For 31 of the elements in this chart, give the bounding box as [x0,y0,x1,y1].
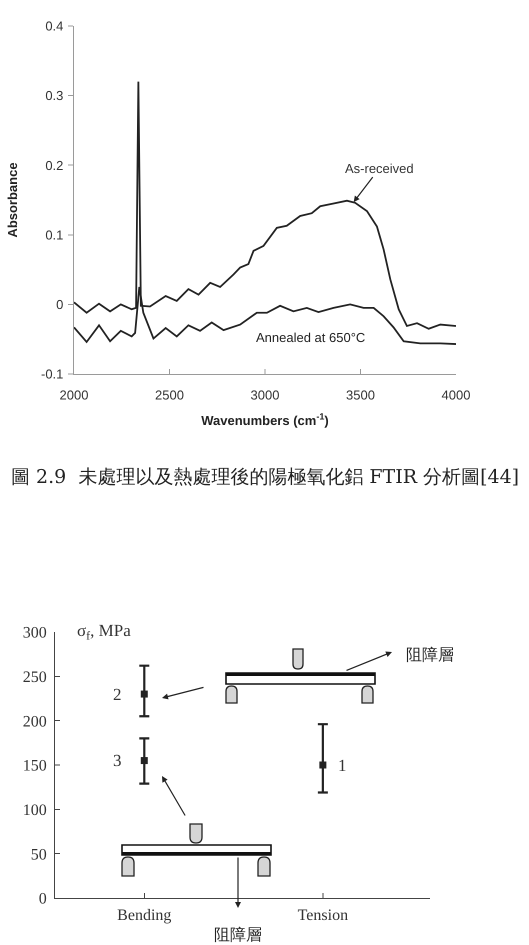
annotation: As-received [345,161,414,176]
x-tick-label: 2000 [60,388,88,403]
y-tick-label: 200 [22,713,47,730]
annotation: 阻障層 [406,645,454,664]
y-axis-title: Absorbance [4,162,20,238]
text: 阻障層 [214,925,262,944]
x-tick-label: 3000 [250,388,280,403]
y-axis-title: σ$_{f}$, MPa [77,621,132,643]
y-tick-label: 0.4 [45,18,64,34]
y-tick-label: 150 [22,758,47,775]
x-tick-label: Bending [117,907,172,924]
annotation: 2 [113,685,122,704]
x-tick-label: 2500 [155,388,184,403]
annotation: 1 [338,756,346,775]
x-tick-label: 3500 [346,388,375,403]
y-tick-label: 250 [22,668,47,686]
annotation: 3 [113,751,122,770]
y-tick-label: 0.2 [45,158,64,173]
x-axis-title: Wavenumbers (cm$^{-1}$) [201,412,329,428]
y-tick-label: 0 [56,296,64,312]
y-tick-label: 0.1 [45,227,64,242]
y-tick-label: 0 [38,890,47,908]
y-tick-label: 50 [30,846,47,864]
y-tick-label: 300 [22,624,47,642]
y-tick-label: 100 [22,802,47,819]
y-tick-label: -0.1 [40,366,64,382]
y-tick-label: 0.3 [45,88,64,104]
caption: 圖 2.9 未處理以及熱處理後的陽極氧化鋁 FTIR 分析圖[44] [11,466,520,488]
x-tick-label: Tension [298,907,348,924]
annotation: Annealed at 650°C [256,330,366,345]
x-tick-label: 4000 [442,388,470,403]
